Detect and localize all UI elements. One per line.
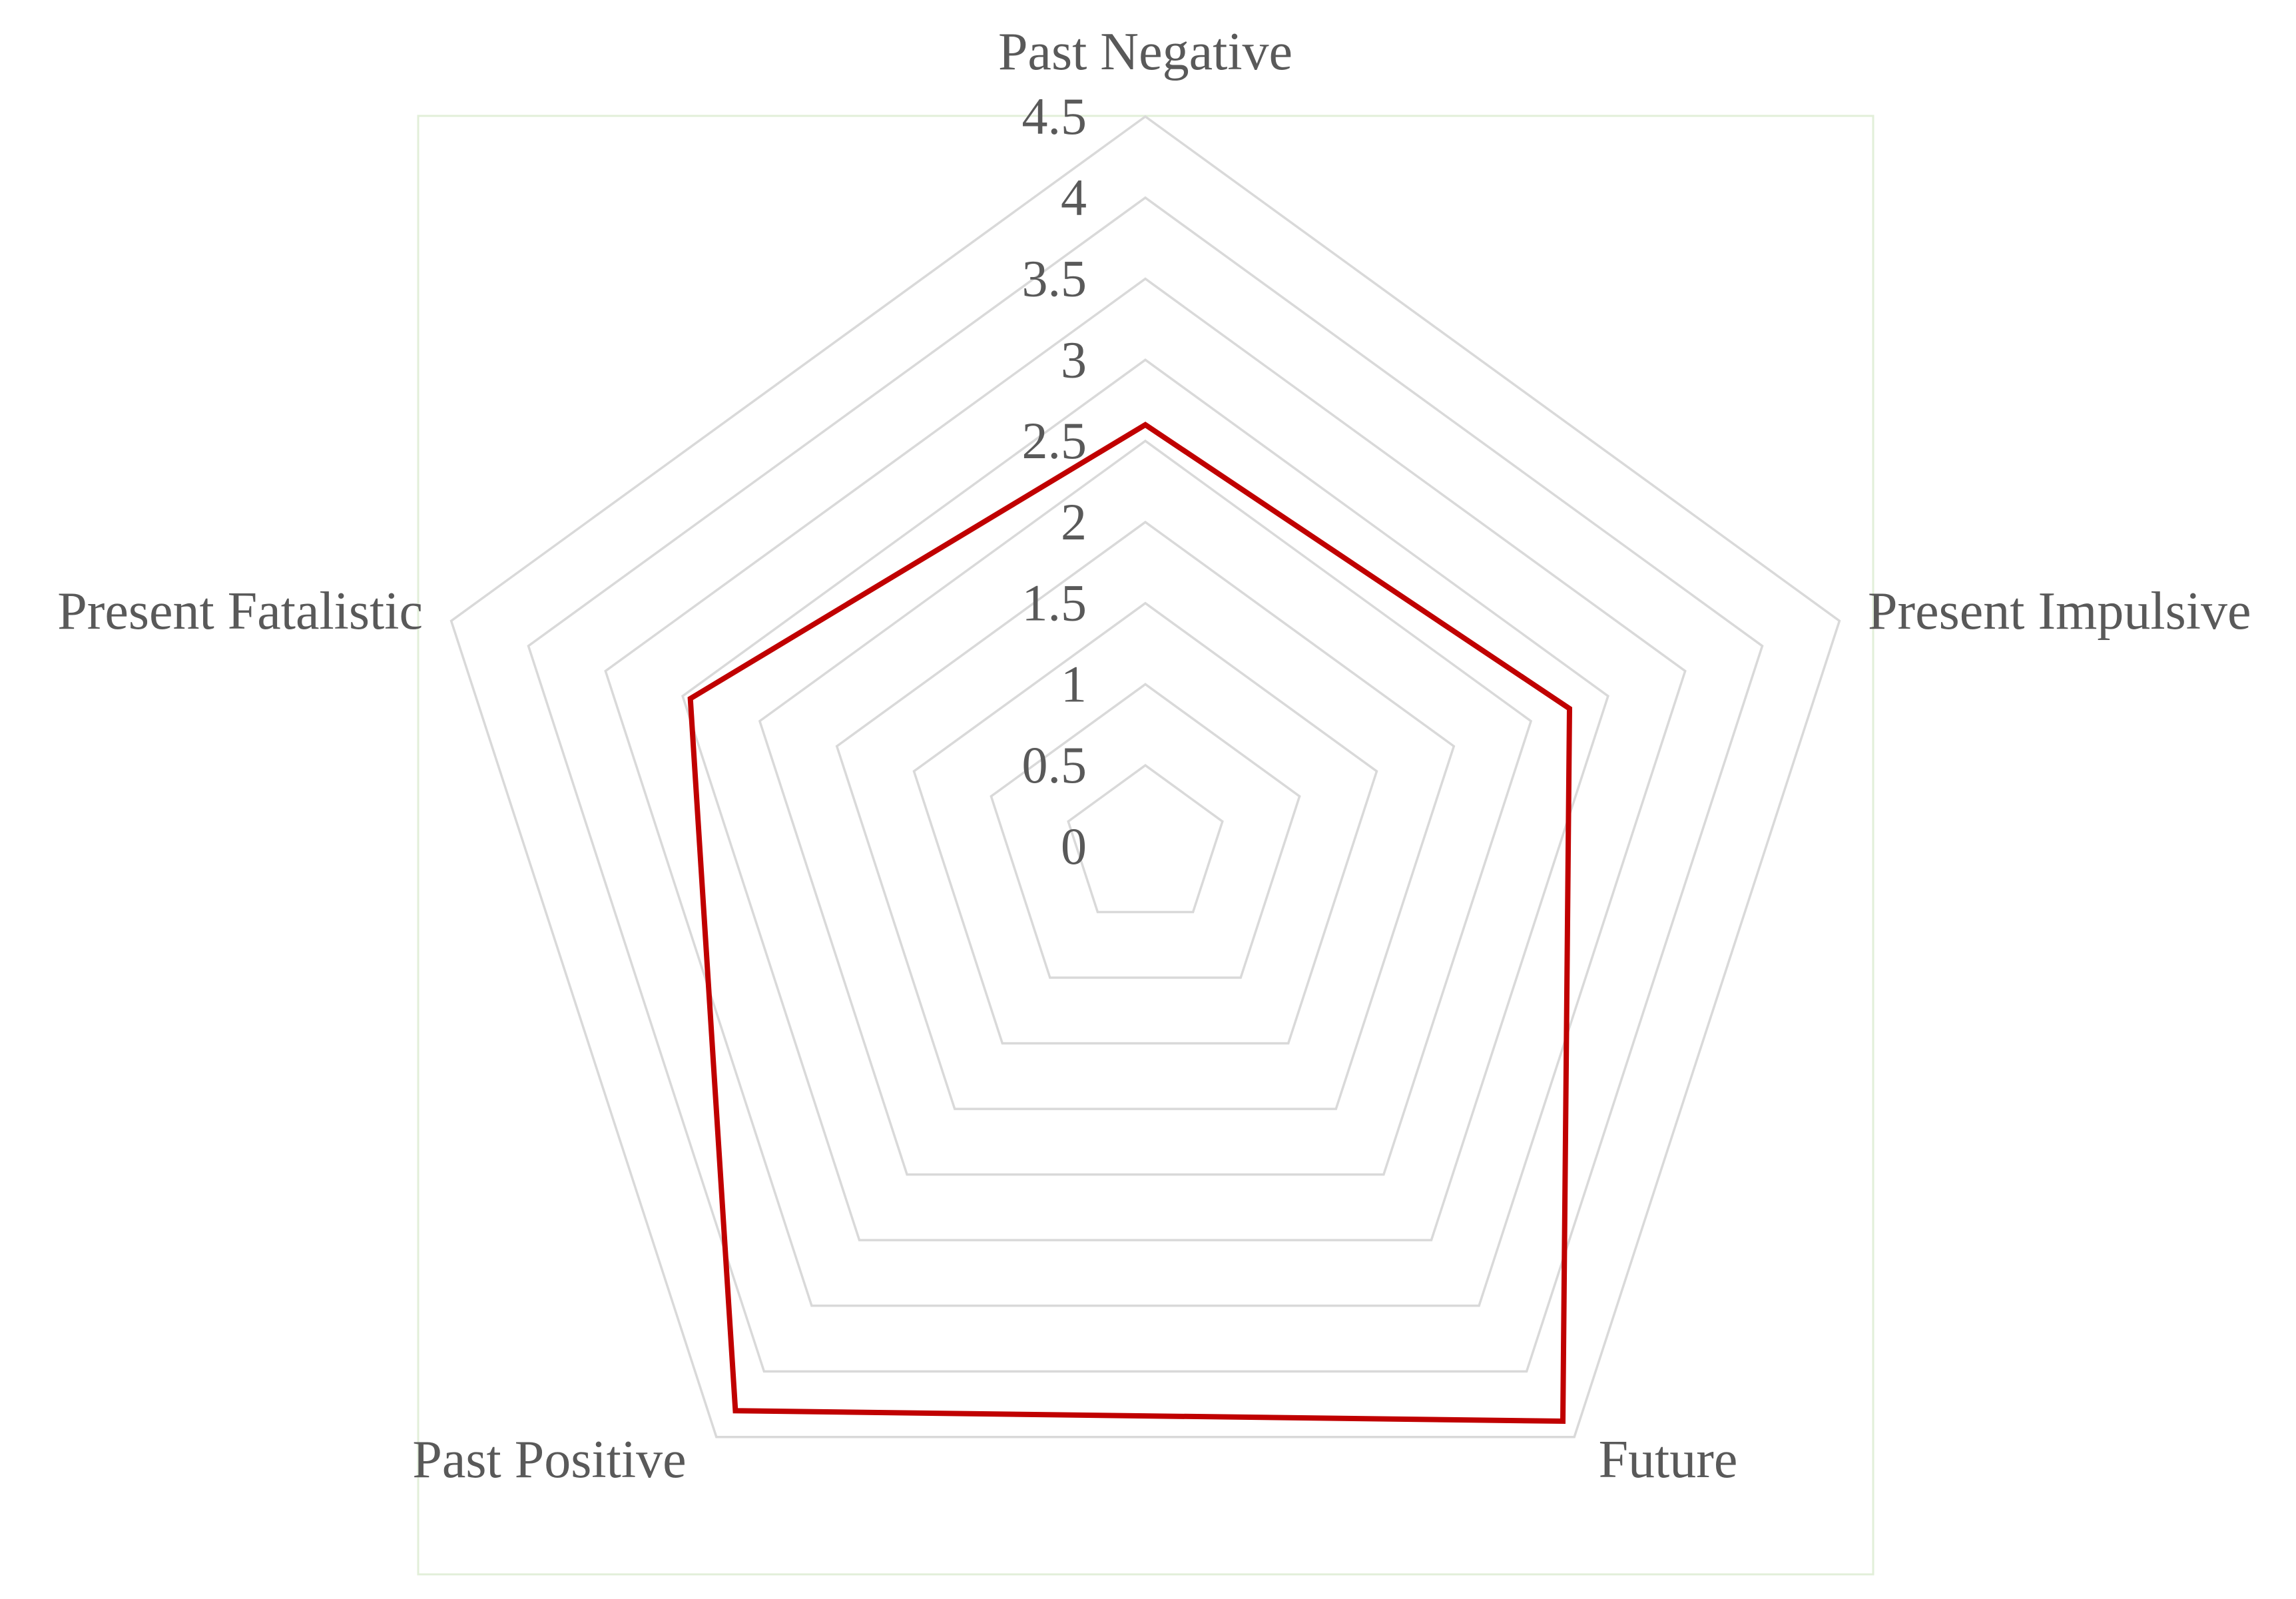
grid-ring: [681, 358, 1609, 1241]
r-tick-label: 2.5: [1022, 412, 1087, 470]
category-label: Present Impulsive: [1868, 582, 2251, 641]
series-polygon: [687, 422, 1573, 1425]
r-tick-label: 2: [1061, 493, 1087, 551]
r-tick-label: 3.5: [1022, 250, 1087, 308]
r-tick-label: 1.5: [1022, 574, 1087, 632]
series-layer: [687, 422, 1573, 1425]
category-label: Past Negative: [998, 23, 1292, 81]
grid-ring: [990, 683, 1301, 979]
category-label: Present Fatalistic: [57, 582, 423, 641]
r-tick-label: 0.5: [1022, 736, 1087, 794]
plot-area-frame: [417, 115, 1874, 1576]
category-label: Future: [1599, 1431, 1738, 1489]
tick-label-layer: 0 0.5 1 1.5 2 2.5 3 3.5 4 4.5: [1022, 87, 1087, 875]
grid-layer: [449, 115, 1841, 1439]
grid-ring: [527, 196, 1764, 1373]
r-tick-label: 0: [1061, 817, 1087, 875]
grid-ring: [912, 601, 1378, 1045]
grid-ring: [835, 520, 1456, 1110]
grid-ring: [1067, 764, 1224, 914]
r-tick-label: 4.5: [1022, 87, 1087, 145]
grid-ring: [604, 277, 1687, 1307]
r-tick-label: 3: [1061, 330, 1087, 388]
category-label: Past Positive: [412, 1431, 686, 1489]
grid-ring: [758, 439, 1533, 1176]
r-tick-label: 1: [1061, 655, 1087, 713]
category-label-layer: Past Negative Present Impulsive Future Past…: [57, 23, 2251, 1489]
grid-ring: [449, 115, 1841, 1439]
r-tick-label: 4: [1061, 168, 1087, 226]
